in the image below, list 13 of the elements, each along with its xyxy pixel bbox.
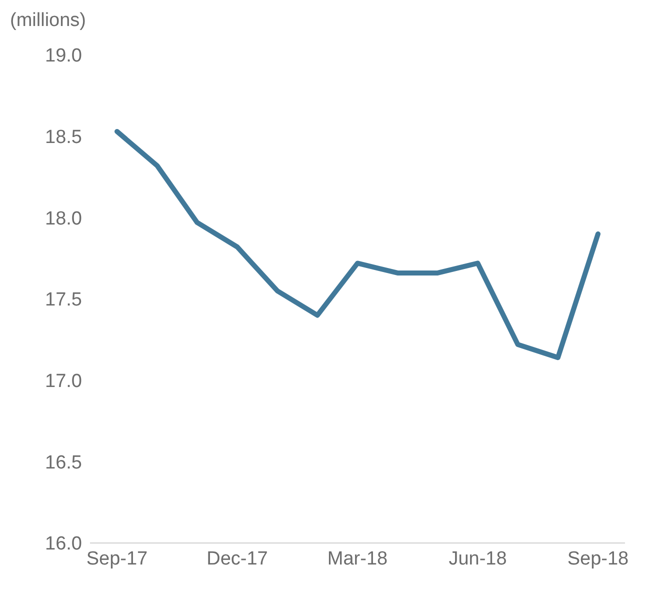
x-tick-label: Jun-18 — [448, 548, 507, 570]
x-tick-label: Sep-17 — [86, 548, 148, 570]
x-tick-label: Sep-18 — [567, 548, 629, 570]
y-tick-label: 16.5 — [45, 452, 82, 474]
y-tick-label: 18.5 — [45, 127, 82, 148]
y-tick-label: 16.0 — [45, 534, 82, 555]
y-tick-label: 19.0 — [45, 46, 82, 67]
y-axis-title: (millions) — [10, 10, 86, 32]
x-tick-label: Dec-17 — [206, 548, 268, 570]
y-tick-label: 17.5 — [45, 290, 82, 311]
y-tick-label: 18.0 — [45, 208, 82, 230]
y-tick-label: 17.0 — [45, 371, 82, 392]
x-tick-label: Mar-18 — [327, 548, 388, 570]
